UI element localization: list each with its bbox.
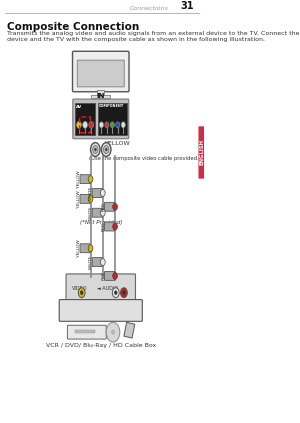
Circle shape xyxy=(78,288,85,298)
FancyBboxPatch shape xyxy=(80,195,90,203)
Text: YELLOW: YELLOW xyxy=(77,239,81,257)
Circle shape xyxy=(76,121,81,128)
Circle shape xyxy=(101,143,111,157)
Text: RED: RED xyxy=(101,202,106,211)
Text: RED: RED xyxy=(101,222,106,231)
Circle shape xyxy=(91,143,100,157)
Circle shape xyxy=(116,122,120,128)
FancyBboxPatch shape xyxy=(104,222,115,231)
FancyBboxPatch shape xyxy=(199,126,205,179)
Text: RED: RED xyxy=(101,272,106,280)
FancyBboxPatch shape xyxy=(92,189,103,198)
Circle shape xyxy=(88,176,93,183)
FancyBboxPatch shape xyxy=(73,51,129,92)
Circle shape xyxy=(103,146,109,154)
Text: YELLOW: YELLOW xyxy=(77,170,81,188)
Text: WHITE: WHITE xyxy=(89,206,93,220)
Circle shape xyxy=(83,121,88,128)
Text: IN: IN xyxy=(97,93,105,99)
FancyBboxPatch shape xyxy=(80,244,90,253)
Text: 31: 31 xyxy=(181,1,194,11)
Text: AV: AV xyxy=(76,105,83,109)
Text: (Use the composite video cable provided.): (Use the composite video cable provided.… xyxy=(88,157,200,162)
Circle shape xyxy=(112,330,114,334)
FancyBboxPatch shape xyxy=(92,208,103,217)
Text: Connections: Connections xyxy=(130,6,169,11)
Bar xyxy=(75,330,95,333)
Polygon shape xyxy=(124,322,135,338)
Circle shape xyxy=(89,121,94,128)
FancyBboxPatch shape xyxy=(104,202,115,211)
FancyBboxPatch shape xyxy=(80,175,90,184)
Text: ENGLISH: ENGLISH xyxy=(200,140,204,165)
FancyBboxPatch shape xyxy=(92,258,103,266)
Circle shape xyxy=(105,122,109,128)
Text: WHITE: WHITE xyxy=(89,255,93,269)
Circle shape xyxy=(121,122,125,128)
Circle shape xyxy=(105,148,107,151)
Circle shape xyxy=(121,288,127,298)
Circle shape xyxy=(110,122,114,128)
FancyBboxPatch shape xyxy=(68,325,106,339)
Circle shape xyxy=(93,146,98,154)
Circle shape xyxy=(80,291,83,295)
Circle shape xyxy=(113,203,117,210)
Bar xyxy=(75,103,95,135)
Circle shape xyxy=(114,291,117,295)
Circle shape xyxy=(88,245,93,252)
Circle shape xyxy=(94,148,96,151)
Text: COMPONENT: COMPONENT xyxy=(99,104,124,108)
Text: Composite Connection: Composite Connection xyxy=(7,22,139,32)
Circle shape xyxy=(99,122,104,128)
Circle shape xyxy=(100,190,105,196)
Text: VCR / DVD/ Blu-Ray / HD Cable Box: VCR / DVD/ Blu-Ray / HD Cable Box xyxy=(46,343,156,348)
Text: Transmits the analog video and audio signals from an external device to the TV. : Transmits the analog video and audio sig… xyxy=(7,31,300,36)
Text: ◄ AUDIO: ◄ AUDIO xyxy=(98,286,118,291)
Circle shape xyxy=(106,322,120,342)
Bar xyxy=(98,90,104,95)
Text: VIDEO: VIDEO xyxy=(72,286,88,291)
Circle shape xyxy=(100,209,105,216)
Bar xyxy=(98,103,127,135)
FancyBboxPatch shape xyxy=(77,60,124,87)
FancyBboxPatch shape xyxy=(59,299,142,321)
Text: WHITE: WHITE xyxy=(89,186,93,200)
FancyBboxPatch shape xyxy=(73,99,129,139)
Text: (*Not Provided): (*Not Provided) xyxy=(80,220,122,225)
Bar xyxy=(91,95,110,98)
Text: YELLOW: YELLOW xyxy=(77,190,81,208)
Text: YELLOW: YELLOW xyxy=(105,140,130,146)
Circle shape xyxy=(123,291,125,295)
Circle shape xyxy=(100,258,105,266)
Circle shape xyxy=(88,195,93,202)
Text: device and the TV with the composite cable as shown in the following illustratio: device and the TV with the composite cab… xyxy=(7,37,265,42)
FancyBboxPatch shape xyxy=(104,272,115,280)
Circle shape xyxy=(112,288,119,298)
Circle shape xyxy=(113,223,117,230)
FancyBboxPatch shape xyxy=(66,274,136,304)
Circle shape xyxy=(113,272,117,279)
